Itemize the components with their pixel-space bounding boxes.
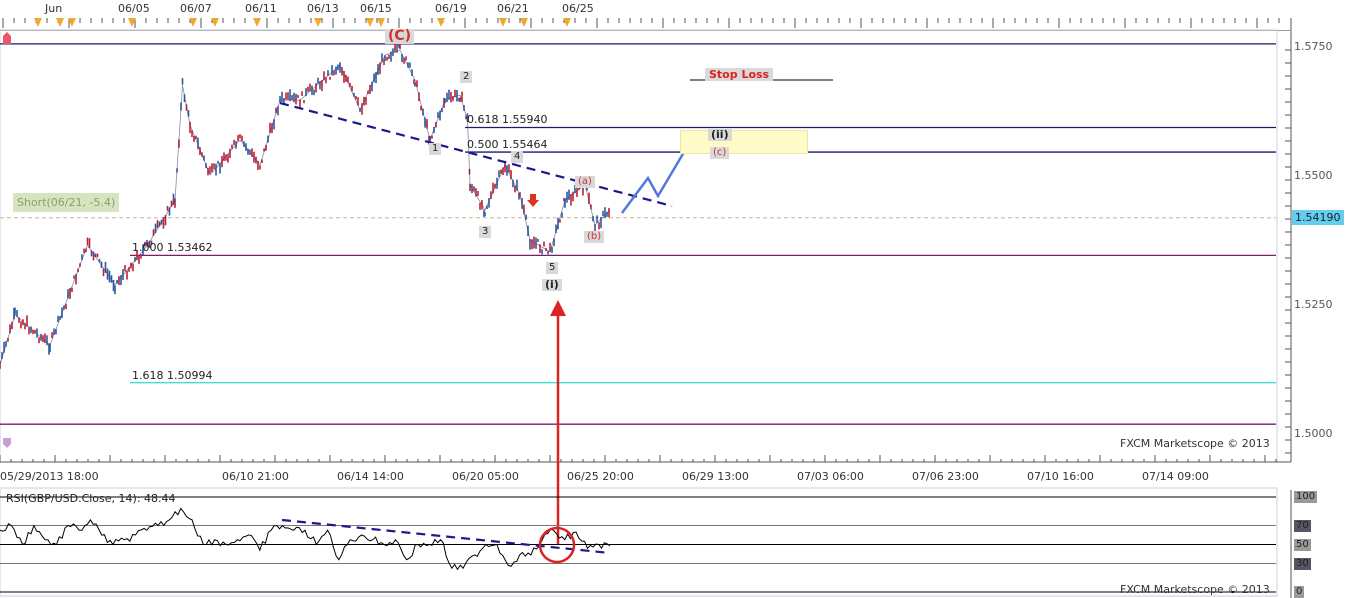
event-marker-icon (366, 18, 374, 27)
top-time-axis: Jun 06/05 06/07 06/11 06/13 06/15 06/19 06/21 06… (0, 0, 1290, 31)
bottom-axis-label: 06/20 05:00 (452, 470, 519, 483)
wave-label-1: 1 (429, 143, 442, 155)
level-label: 0.618 1.55940 (467, 113, 548, 127)
top-axis-label: 06/15 (360, 2, 392, 15)
top-marker-icon (3, 32, 11, 44)
stop-loss-label: Stop Loss (705, 68, 774, 81)
rsi-title: RSI(GBP/USD.Close, 14): 48.44 (6, 492, 176, 505)
event-marker-icon (314, 18, 322, 27)
projection-path (620, 141, 692, 214)
bottom-axis-label: 06/29 13:00 (682, 470, 749, 483)
wave-label-a: (a) (575, 176, 595, 188)
price-axis-label: 1.5000 (1294, 427, 1333, 440)
top-axis-label: 06/25 (562, 2, 594, 15)
watermark-main: FXCM Marketscope © 2013 (1120, 437, 1270, 450)
rsi-axis-label: 70 (1294, 519, 1311, 532)
rsi-axis-label: 0 (1294, 586, 1305, 598)
price-axis-label: 1.5500 (1294, 169, 1333, 182)
rsi-axis-label: 100 (1294, 491, 1318, 503)
bottom-marker-icon (3, 438, 11, 448)
top-axis-label: 06/07 (180, 2, 212, 15)
rsi-trendline (281, 518, 611, 555)
event-marker-icon (211, 18, 219, 27)
top-axis-label: 06/19 (435, 2, 467, 15)
top-axis-label: 06/11 (245, 2, 277, 15)
event-marker-icon (128, 18, 136, 27)
event-marker-icon (520, 18, 528, 27)
price-axis-label: 1.5250 (1294, 298, 1333, 311)
position-label[interactable]: Short(06/21, -5.4) (13, 193, 120, 212)
event-marker-icon (563, 18, 571, 27)
event-marker-icon (253, 18, 261, 27)
current-price-tag: 1.54190 (1292, 210, 1344, 225)
wave-label-b: (b) (584, 231, 605, 243)
level-label: 1.000 1.53462 (132, 241, 213, 255)
top-axis-label: 06/05 (118, 2, 150, 15)
wave-label-C: (C) (385, 29, 415, 44)
level-label: 0.500 1.55464 (467, 138, 548, 152)
short-entry-arrow-icon (527, 194, 539, 207)
rsi-frame (0, 487, 1278, 597)
top-axis-label: Jun (45, 2, 63, 15)
event-marker-icon (56, 18, 64, 27)
wave-label-i: (i) (542, 279, 562, 291)
event-marker-icon (189, 18, 197, 27)
arrow-up-icon (550, 300, 566, 316)
bottom-axis-label: 07/06 23:00 (912, 470, 979, 483)
target-zone (680, 130, 808, 154)
bottom-axis-label: 07/14 09:00 (1142, 470, 1209, 483)
wave-label-4: 4 (511, 151, 524, 163)
wave-label-3: 3 (479, 226, 492, 238)
wave-label-c: (c) (710, 147, 730, 159)
event-marker-icon (499, 18, 507, 27)
rsi-axis-label: 50 (1294, 538, 1311, 551)
trendline (279, 101, 673, 208)
wave-label-ii: (ii) (708, 129, 732, 141)
price-axis-label: 1.5750 (1294, 40, 1333, 53)
bottom-axis-label: 07/03 06:00 (797, 470, 864, 483)
event-marker-icon (68, 18, 76, 27)
bottom-axis-label: 06/10 21:00 (222, 470, 289, 483)
top-axis-label: 06/13 (307, 2, 339, 15)
level-label: 1.618 1.50994 (132, 368, 213, 382)
price-line (0, 49, 611, 365)
bottom-axis-label: 06/14 14:00 (337, 470, 404, 483)
watermark-rsi: FXCM Marketscope © 2013 (1120, 583, 1270, 596)
bottom-axis-label: 07/10 16:00 (1027, 470, 1094, 483)
wave-label-2: 2 (460, 71, 473, 83)
event-marker-icon (34, 18, 42, 27)
top-axis-label: 06/21 (497, 2, 529, 15)
top-axis-ticks (2, 18, 1280, 28)
rsi-breakout-circle (538, 526, 576, 564)
rsi-axis-label: 30 (1294, 557, 1311, 570)
event-marker-icon (377, 18, 385, 27)
bottom-axis-label: 05/29/2013 18:00 (0, 470, 99, 483)
rsi-line (0, 507, 611, 571)
wave-label-5: 5 (546, 262, 559, 274)
event-marker-icon (437, 18, 445, 27)
bottom-axis-label: 06/25 20:00 (567, 470, 634, 483)
